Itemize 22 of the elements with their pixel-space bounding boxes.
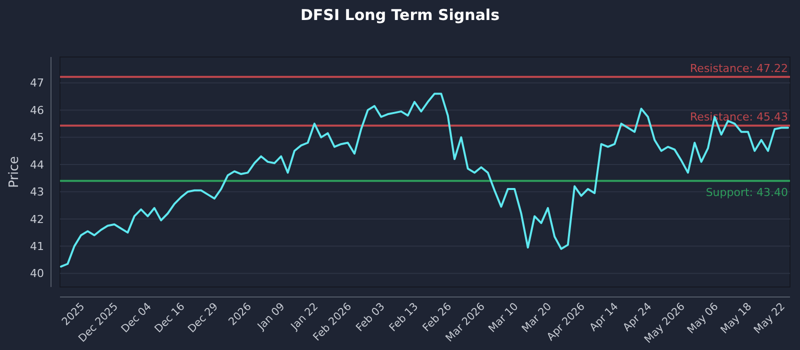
line-series bbox=[60, 92, 789, 268]
x-tick-label: Dec 29 bbox=[186, 300, 221, 336]
x-tick-label: Dec 04 bbox=[119, 300, 154, 336]
x-tick-label: Apr 14 bbox=[588, 300, 621, 334]
x-tick-label: Mar 10 bbox=[486, 300, 521, 335]
y-tick-label: 44 bbox=[30, 158, 44, 172]
y-tick-label: 47 bbox=[30, 76, 44, 90]
ref-line-label: Resistance: 47.22 bbox=[690, 62, 788, 75]
x-tick-label: Feb 03 bbox=[354, 300, 388, 334]
ref-line-label: Resistance: 45.43 bbox=[690, 110, 788, 124]
ref-line-label: Support: 43.40 bbox=[706, 186, 788, 199]
y-axis-title: Price bbox=[7, 156, 22, 188]
chart-title: DFSI Long Term Signals bbox=[300, 6, 500, 24]
y-tick-label: 46 bbox=[30, 104, 44, 117]
y-tick-label: 45 bbox=[30, 131, 44, 144]
x-tick-label: Dec 16 bbox=[152, 300, 188, 336]
y-tick-label: 41 bbox=[30, 240, 44, 254]
x-tick-label: Feb 13 bbox=[387, 300, 421, 334]
y-tick-label: 42 bbox=[30, 212, 44, 226]
x-tick-label: Jan 09 bbox=[254, 300, 288, 334]
y-tick-label: 40 bbox=[30, 267, 44, 280]
y-tick-label: 43 bbox=[30, 186, 44, 199]
